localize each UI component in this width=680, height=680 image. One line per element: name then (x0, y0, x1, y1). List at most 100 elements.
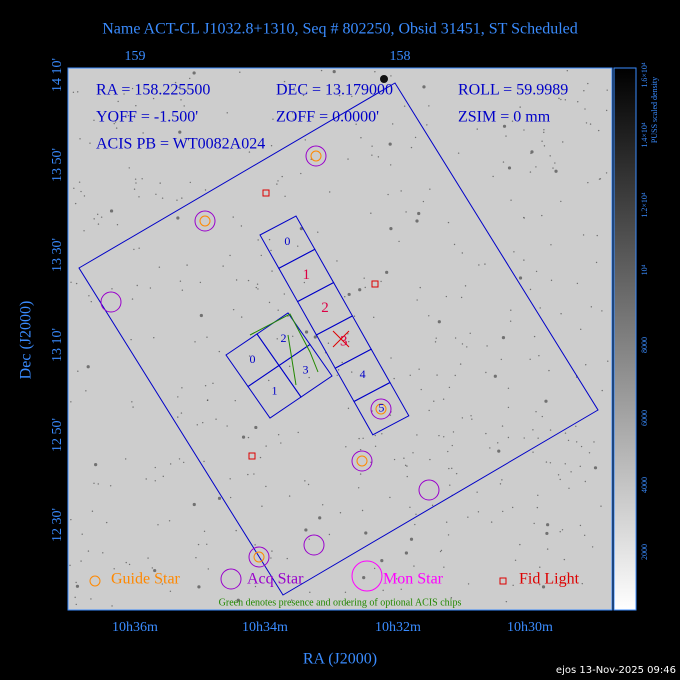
star (457, 152, 460, 154)
acis-s-chip-label: 4 (360, 367, 366, 381)
star (100, 216, 103, 218)
star (336, 374, 338, 376)
star (385, 270, 389, 274)
star (254, 585, 257, 588)
star (187, 137, 189, 140)
acis-s-chip-label: 0 (284, 234, 290, 248)
star (584, 480, 587, 483)
star (288, 365, 291, 368)
star (135, 104, 137, 107)
colorbar (613, 67, 637, 611)
star (254, 544, 256, 546)
star (502, 124, 507, 128)
star (113, 568, 115, 570)
star (583, 534, 586, 537)
star (113, 122, 115, 125)
star (516, 92, 519, 94)
star (370, 212, 372, 214)
star (304, 528, 308, 532)
star (132, 406, 134, 408)
star (270, 557, 272, 559)
star (419, 286, 421, 289)
star (597, 129, 600, 132)
bottom-tick-label: 10h36m (112, 620, 158, 635)
star (374, 434, 376, 437)
star (189, 181, 191, 184)
star (75, 282, 78, 285)
star (514, 559, 517, 561)
star (471, 418, 473, 420)
star (563, 558, 566, 561)
star (448, 386, 451, 389)
star (277, 434, 280, 436)
star (74, 596, 76, 599)
info-roll: ROLL = 59.9989 (458, 82, 568, 99)
star (428, 105, 430, 107)
star (248, 151, 251, 153)
star (507, 166, 512, 170)
star (532, 429, 534, 431)
star (539, 307, 541, 309)
star (283, 80, 286, 83)
star (292, 118, 294, 120)
star (389, 164, 392, 166)
acis-s-chip-label: 1 (302, 267, 310, 283)
star (128, 563, 131, 566)
star (541, 140, 543, 142)
star (235, 529, 237, 532)
star (607, 360, 609, 362)
star (176, 85, 178, 87)
star (297, 245, 299, 247)
star (93, 119, 95, 122)
star (566, 70, 568, 72)
star (297, 431, 299, 434)
star (338, 94, 341, 97)
star (409, 374, 411, 376)
star (292, 335, 294, 337)
star (347, 158, 349, 160)
star (476, 128, 478, 130)
star (398, 240, 400, 243)
star (549, 155, 551, 157)
star (153, 337, 155, 339)
star (268, 301, 271, 304)
star (328, 533, 331, 536)
sky-image (67, 67, 613, 611)
star (347, 292, 351, 297)
colorbar-tick-label: 2000 (640, 544, 649, 560)
star (157, 524, 159, 526)
star (403, 457, 405, 459)
star (588, 452, 591, 454)
star (222, 265, 224, 267)
star (371, 154, 373, 156)
star (380, 559, 384, 563)
star (204, 385, 207, 387)
star (405, 211, 407, 213)
star (360, 137, 362, 139)
star (207, 568, 210, 570)
star (347, 333, 349, 335)
star (523, 437, 525, 439)
star (284, 195, 286, 197)
star (412, 452, 414, 454)
star (72, 91, 75, 94)
star (560, 98, 562, 101)
star (420, 388, 422, 391)
star (169, 590, 172, 592)
star (389, 496, 391, 499)
star (69, 564, 71, 567)
star (197, 543, 200, 546)
star (406, 465, 408, 467)
star (476, 491, 478, 493)
star (179, 280, 182, 282)
star (511, 506, 514, 509)
star (513, 251, 515, 253)
star (546, 83, 548, 86)
star (259, 456, 262, 459)
star (345, 602, 348, 604)
star (511, 120, 514, 122)
star (181, 197, 183, 199)
star (501, 336, 506, 340)
star (105, 521, 108, 524)
star (79, 138, 81, 140)
